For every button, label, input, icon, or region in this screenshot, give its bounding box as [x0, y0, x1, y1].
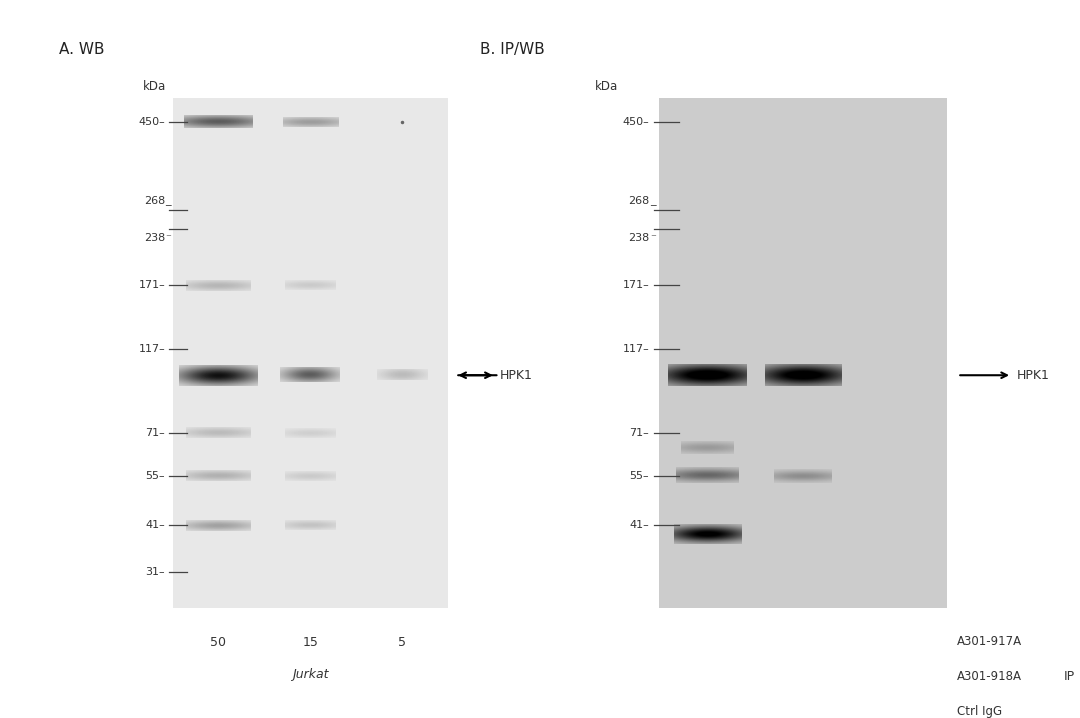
Text: 268: 268: [629, 196, 649, 205]
Text: _: _: [650, 196, 656, 205]
Text: 171–: 171–: [138, 280, 165, 290]
Text: 238: 238: [629, 233, 649, 243]
Text: 71–: 71–: [146, 428, 165, 438]
Text: 450–: 450–: [138, 117, 165, 127]
Text: 117–: 117–: [622, 344, 649, 354]
Text: A301-917A: A301-917A: [957, 635, 1023, 648]
Text: 55–: 55–: [146, 471, 165, 481]
Text: 171–: 171–: [622, 280, 649, 290]
Text: 41–: 41–: [146, 520, 165, 530]
Text: 55–: 55–: [630, 471, 649, 481]
Text: A301-918A: A301-918A: [957, 670, 1023, 683]
Text: ⁻: ⁻: [165, 233, 172, 243]
Text: A. WB: A. WB: [58, 42, 105, 57]
Text: Ctrl IgG: Ctrl IgG: [957, 706, 1002, 718]
Text: 31–: 31–: [146, 567, 165, 577]
Text: 50: 50: [211, 635, 227, 648]
Text: B. IP/WB: B. IP/WB: [481, 42, 545, 57]
Text: 15: 15: [302, 635, 319, 648]
Text: HPK1: HPK1: [499, 369, 532, 382]
Text: HPK1: HPK1: [1017, 369, 1050, 382]
Bar: [173, 98, 448, 608]
Text: 5: 5: [399, 635, 406, 648]
Text: IP: IP: [1064, 670, 1076, 683]
Bar: [659, 98, 947, 608]
Text: 117–: 117–: [138, 344, 165, 354]
Text: kDa: kDa: [595, 80, 618, 93]
Text: 268: 268: [144, 196, 165, 205]
Text: 71–: 71–: [630, 428, 649, 438]
Text: _: _: [165, 196, 172, 205]
Text: Jurkat: Jurkat: [292, 668, 328, 681]
Text: 41–: 41–: [630, 520, 649, 530]
Text: 450–: 450–: [622, 117, 649, 127]
Text: kDa: kDa: [144, 80, 166, 93]
Text: 238: 238: [144, 233, 165, 243]
Text: ⁻: ⁻: [650, 233, 656, 243]
